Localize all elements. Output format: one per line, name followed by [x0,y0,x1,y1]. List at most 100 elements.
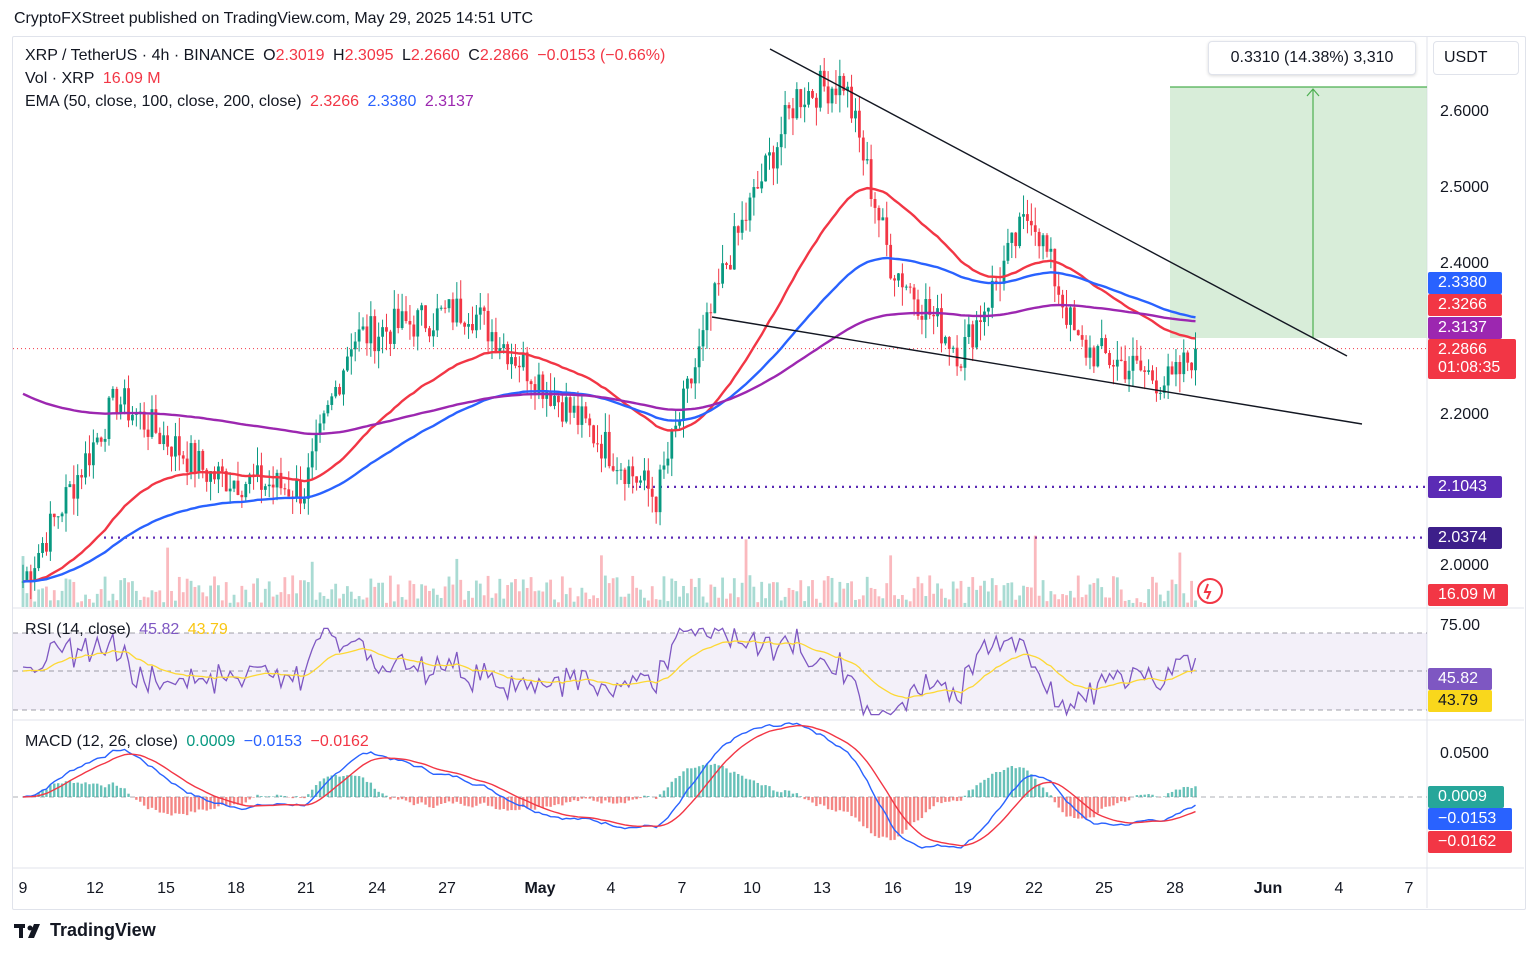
volume-bar [1033,535,1037,607]
volume-bar [236,602,240,607]
currency-selector[interactable]: USDT [1433,41,1519,75]
candle-body [830,88,834,104]
support1-tag: 2.1043 [1428,476,1502,498]
volume-bar [814,598,818,607]
macd-hist-bar [369,782,373,797]
macd-hist-bar [205,797,208,811]
lower-trendline [711,316,1363,425]
macd-hist-bar [1002,769,1006,797]
candle-body [564,397,568,422]
macd-hist-bar [994,771,998,797]
volume-bar [373,586,377,607]
volume-bar [443,586,447,607]
candle-body [1115,359,1119,367]
macd-hist-bar [240,797,244,805]
candle-body [517,365,521,368]
candle-body [392,308,396,344]
candle-body [420,305,424,311]
candle-body [775,147,779,169]
ema50-line [22,186,1196,583]
macd-hist-bar [522,797,525,807]
candle-body [244,484,248,498]
price-tag: 2.2866 01:08:35 [1428,339,1516,379]
candle-body [963,336,967,368]
candle-body [1076,330,1080,336]
candle-body [1002,260,1006,284]
macd-label[interactable]: MACD (12, 26, close) [25,733,178,750]
footer-brand[interactable]: TradingView [14,920,156,941]
macd-hist-bar [400,797,404,800]
volume-bar [1194,600,1197,607]
ema100-tag: 2.3380 [1428,272,1502,294]
candle-body [416,310,420,337]
volume-bar [1045,601,1049,607]
macd-hist-bar [338,776,341,797]
volume-bar [1014,599,1018,607]
volume-bar [342,593,345,607]
volume-bar [619,596,623,607]
macd-hist-bar [201,797,204,810]
candle-body [1166,366,1170,386]
macd-hist-bar [365,781,369,797]
volume-bar [900,595,904,607]
candle-body [623,469,627,484]
x-tick: 15 [157,880,175,897]
macd-hist-bar [1088,797,1092,818]
volume-bar [772,582,775,607]
macd-hist-bar [1030,774,1033,797]
candle-body [478,307,482,315]
rsi-label[interactable]: RSI (14, close) [25,621,131,638]
macd-hist-bar [225,797,228,807]
candle-body [482,307,486,311]
volume-bar [951,581,955,607]
candle-body [783,105,787,135]
candle-body [1045,235,1049,252]
candle-body [174,436,177,457]
volume-label[interactable]: Vol · XRP [25,70,95,87]
candle-body [904,286,908,288]
candle-body [1127,370,1131,380]
macd-hist-bar [490,797,494,807]
volume-bar [560,576,564,607]
volume-bar [357,596,361,607]
macd-hist-bar [1182,787,1185,797]
candle-body [404,311,408,322]
volume-bar [404,599,408,607]
volume-bar [654,599,658,607]
candle-body [41,543,44,553]
candle-body [76,475,80,499]
candle-body [646,470,650,489]
candle-body [439,307,443,309]
footer-brand-text: TradingView [50,920,156,940]
macd-hist-bar [1057,797,1060,808]
volume-bar [1069,590,1072,607]
macd-hist-bar [1049,795,1053,797]
volume-bar [279,592,283,607]
candle-body [744,219,748,221]
candle-body [1061,294,1065,308]
macd-hist-bar [502,797,505,809]
volume-bar [392,601,396,607]
volume-bar [174,600,177,607]
macd-hist-bar [815,797,818,807]
volume-bar [693,586,697,607]
volume-bar [1147,589,1150,607]
symbol-label[interactable]: XRP / TetherUS · 4h · BINANCE [25,47,255,64]
volume-bar [1119,589,1123,607]
ema-label[interactable]: EMA (50, close, 100, close, 200, close) [25,93,302,110]
macd-hist-bar [463,797,466,806]
candle-body [678,420,681,426]
candle-body [1194,348,1197,371]
macd-hist-bar [615,797,619,804]
candle-body [502,344,506,349]
macd-hist-bar [475,797,478,806]
volume-bar [205,596,209,607]
candle-body [185,458,189,472]
volume-bar [729,593,732,607]
candle-body [791,108,795,119]
high-value: 2.3095 [344,47,394,64]
volume-bar [1166,590,1170,607]
macd-hist-bar [295,796,298,797]
